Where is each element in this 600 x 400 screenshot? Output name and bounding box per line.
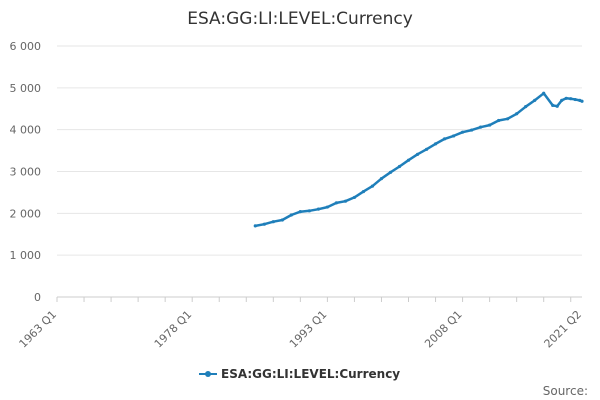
- data-point[interactable]: [569, 97, 573, 101]
- y-tick-label: 0: [34, 291, 41, 304]
- x-tick-label: 2008 Q1: [422, 308, 465, 351]
- data-point[interactable]: [415, 152, 420, 156]
- series-group: [253, 91, 584, 228]
- x-tick-label: 1978 Q1: [152, 308, 195, 351]
- data-point[interactable]: [271, 220, 275, 224]
- legend-marker-icon: [205, 371, 211, 377]
- gridlines: [57, 45, 582, 256]
- data-point[interactable]: [515, 112, 519, 116]
- data-point[interactable]: [325, 205, 329, 209]
- data-point[interactable]: [460, 130, 465, 134]
- data-point[interactable]: [361, 189, 366, 194]
- data-point[interactable]: [506, 117, 510, 121]
- y-tick-label: 3 000: [10, 166, 42, 179]
- y-tick-label: 2 000: [10, 207, 42, 220]
- data-point[interactable]: [370, 184, 375, 188]
- y-axis-ticks: 0 1 000 2 000 3 000 4 000 5 000 6 000: [10, 40, 42, 304]
- y-tick-label: 4 000: [10, 124, 42, 137]
- data-point[interactable]: [289, 213, 293, 217]
- source-label: Source:: [543, 384, 588, 398]
- data-point[interactable]: [551, 103, 555, 108]
- data-point[interactable]: [560, 98, 564, 102]
- data-point[interactable]: [497, 118, 501, 123]
- data-point[interactable]: [379, 177, 384, 181]
- x-axis-ticks: 1963 Q1 1978 Q1 1993 Q1 2008 Q1 2021 Q2: [17, 297, 585, 351]
- data-point[interactable]: [469, 128, 474, 132]
- data-point[interactable]: [307, 209, 311, 213]
- data-point[interactable]: [280, 218, 284, 222]
- data-point[interactable]: [442, 137, 447, 141]
- data-point[interactable]: [580, 99, 584, 103]
- data-point[interactable]: [488, 123, 492, 127]
- series-line: [255, 92, 583, 228]
- data-point[interactable]: [397, 164, 402, 169]
- legend[interactable]: ESA:GG:LI:LEVEL:Currency: [199, 367, 400, 381]
- data-point[interactable]: [451, 134, 456, 138]
- data-point[interactable]: [433, 142, 438, 146]
- data-point[interactable]: [479, 125, 483, 129]
- x-tick-label: 1963 Q1: [17, 308, 60, 351]
- data-point[interactable]: [316, 207, 320, 211]
- y-tick-label: 5 000: [10, 82, 42, 95]
- legend-label: ESA:GG:LI:LEVEL:Currency: [221, 367, 400, 381]
- data-point[interactable]: [406, 158, 411, 162]
- data-point[interactable]: [424, 147, 429, 151]
- data-point[interactable]: [573, 97, 577, 102]
- data-point[interactable]: [262, 222, 266, 226]
- data-point[interactable]: [542, 91, 546, 95]
- data-point[interactable]: [388, 170, 393, 174]
- y-tick-label: 6 000: [10, 40, 42, 53]
- data-point[interactable]: [533, 98, 537, 102]
- data-point[interactable]: [298, 210, 302, 214]
- data-point[interactable]: [524, 105, 528, 109]
- data-point[interactable]: [253, 224, 257, 228]
- x-tick-label: 1993 Q1: [287, 308, 330, 351]
- data-point[interactable]: [564, 96, 568, 100]
- data-point[interactable]: [352, 195, 357, 200]
- data-point[interactable]: [555, 104, 559, 108]
- chart-title: ESA:GG:LI:LEVEL:Currency: [187, 9, 413, 29]
- data-point[interactable]: [343, 199, 348, 203]
- data-point[interactable]: [334, 201, 338, 205]
- y-tick-label: 1 000: [10, 249, 42, 262]
- x-tick-label: 2021 Q2: [542, 308, 585, 351]
